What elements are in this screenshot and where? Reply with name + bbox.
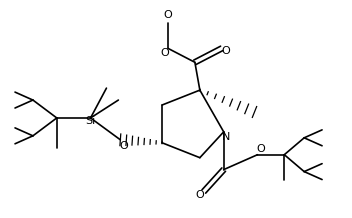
Text: O: O bbox=[256, 144, 265, 154]
Text: N: N bbox=[221, 132, 230, 142]
Text: O: O bbox=[164, 10, 172, 20]
Text: O: O bbox=[161, 48, 169, 58]
Text: O: O bbox=[195, 191, 204, 200]
Text: O: O bbox=[119, 141, 128, 151]
Text: O: O bbox=[221, 46, 230, 56]
Text: Si: Si bbox=[86, 116, 96, 126]
